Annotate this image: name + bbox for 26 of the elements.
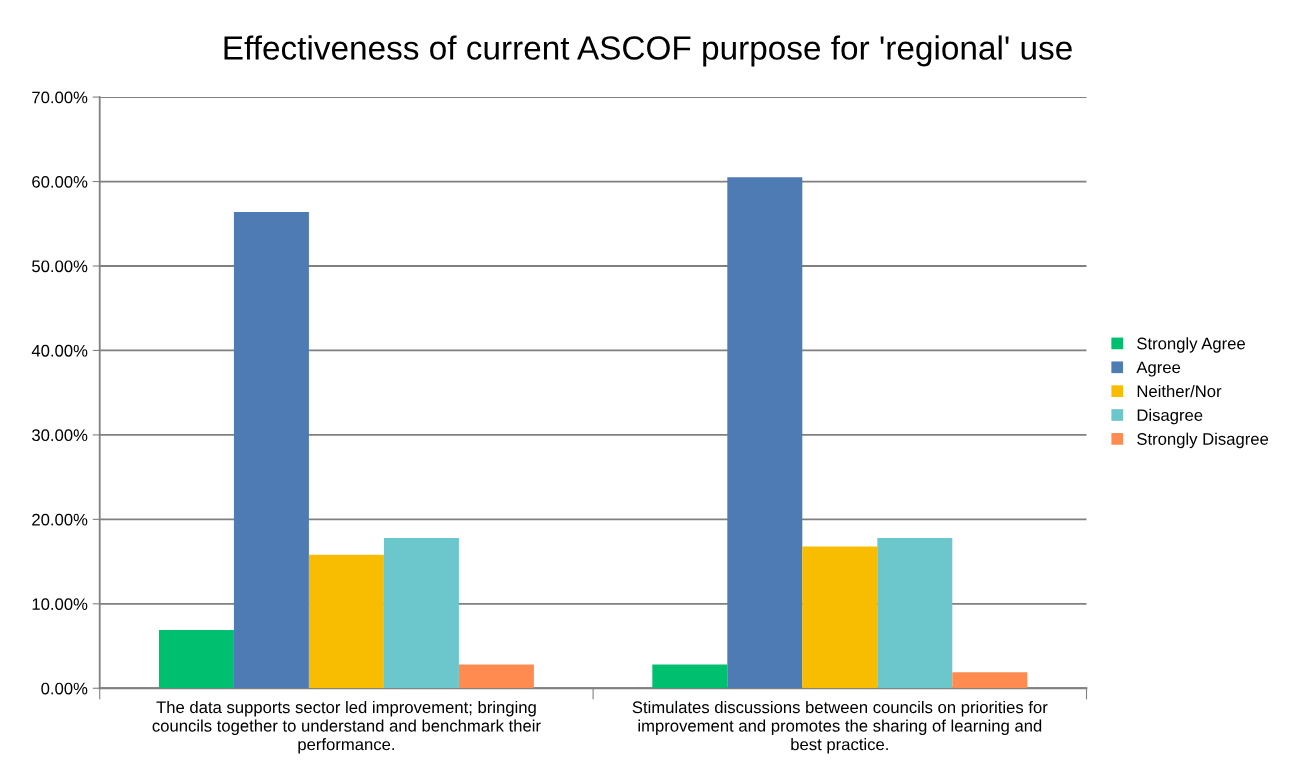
y-tick-label: 30.00% [32,429,88,442]
bar [383,537,459,689]
y-tick-label: 0.00% [41,682,88,695]
bar [158,629,234,689]
y-tick-label: 70.00% [32,91,88,104]
bar [308,554,384,689]
bar [877,537,953,689]
legend-label: Strongly Agree [1137,337,1245,353]
bar [952,672,1028,689]
y-tick-label: 10.00% [32,598,88,611]
chart-title: Effectiveness of current ASCOF purpose for 'regional' use [224,35,1072,67]
bar [802,546,878,689]
bar [458,664,534,689]
bar [727,177,803,689]
x-tick-label: Stimulates discussions between councils on priorities for improvement and promotes the sharing of learning and best practice. [632,700,1048,754]
legend-label: Strongly Disagree [1137,432,1269,449]
legend-label: Neither/Nor [1137,384,1222,398]
y-tick-label: 50.00% [32,260,88,273]
legend-label: Agree [1136,361,1181,377]
legend-label: Disagree [1137,408,1203,425]
bar [652,664,728,689]
y-tick-label: 20.00% [32,513,88,526]
bar [233,211,309,689]
y-tick-label: 40.00% [31,344,88,357]
y-tick-label: 60.00% [32,175,88,188]
x-tick-label: The data supports sector led improvement; bringing councils together to understand and benchmark their performance. [152,700,541,754]
